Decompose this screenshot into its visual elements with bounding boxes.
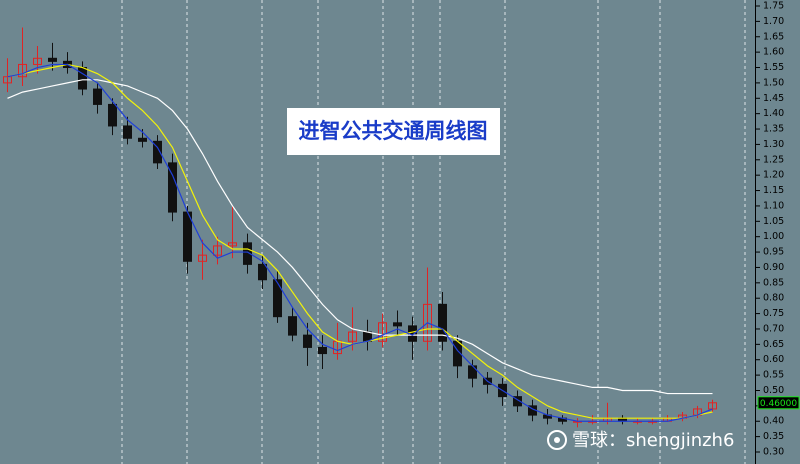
candle-body (213, 245, 222, 256)
y-tick-label: 1.70 (763, 16, 784, 27)
candle-body (48, 57, 57, 62)
candle-body (108, 103, 117, 127)
candle-body (78, 67, 87, 90)
y-tick-label: 0.70 (763, 323, 784, 334)
y-tick-label: 0.30 (763, 447, 784, 458)
moving-average (7, 63, 713, 422)
y-tick-label: 0.80 (763, 293, 784, 304)
candle-body (348, 331, 357, 342)
y-tick-label: 1.60 (763, 47, 784, 58)
plot-area (3, 27, 717, 428)
y-tick-label: 1.50 (763, 77, 784, 88)
last-price-label: 0.46000 (760, 399, 797, 409)
title-box (287, 108, 500, 155)
candle-body (243, 242, 252, 265)
y-tick-label: 1.05 (763, 216, 784, 227)
candle-body (708, 402, 717, 410)
y-tick-label: 1.45 (763, 93, 784, 104)
candle-body (33, 57, 42, 65)
candle-body (183, 211, 192, 262)
candle-body (318, 346, 327, 355)
candle-body (393, 322, 402, 327)
last-price-box (757, 396, 800, 410)
candle-body (153, 140, 162, 164)
y-tick-label: 1.65 (763, 31, 784, 42)
candle-body (273, 279, 282, 318)
y-tick-label: 1.20 (763, 170, 784, 181)
y-tick-label: 0.60 (763, 354, 784, 365)
y-tick-label: 0.90 (763, 262, 784, 273)
candle-body (513, 396, 522, 407)
candle-body (198, 254, 207, 262)
moving-average (7, 79, 713, 395)
y-tick-label: 0.65 (763, 339, 784, 350)
y-tick-label: 0.95 (763, 247, 784, 258)
y-tick-label: 1.00 (763, 231, 784, 242)
candle-body (288, 316, 297, 336)
y-tick-label: 1.25 (763, 154, 784, 165)
y-tick-label: 0.75 (763, 308, 784, 319)
candle-body (438, 303, 447, 342)
candle-body (258, 263, 267, 281)
candle-body (378, 322, 387, 342)
y-tick-label: 1.15 (763, 185, 784, 196)
candle-body (18, 63, 27, 78)
y-tick-label: 0.85 (763, 277, 784, 288)
chart-title: 进智公共交通周线图 (299, 119, 488, 143)
candle-body (123, 125, 132, 139)
y-tick-label: 0.55 (763, 370, 784, 381)
y-tick-label: 0.35 (763, 431, 784, 442)
candle-body (168, 162, 177, 213)
y-tick-label: 1.40 (763, 108, 784, 119)
candle-body (468, 365, 477, 379)
candle-body (423, 303, 432, 342)
y-tick-label: 0.40 (763, 416, 784, 427)
candle-body (93, 88, 102, 105)
y-tick-label: 1.35 (763, 124, 784, 135)
y-tick-label: 1.75 (763, 0, 784, 11)
y-tick-label: 1.55 (763, 62, 784, 73)
y-tick-label: 1.30 (763, 139, 784, 150)
watermark: 雪球：shengjinzh6 (572, 430, 734, 451)
y-tick-label: 1.10 (763, 200, 784, 211)
candle-body (303, 334, 312, 348)
y-tick-label: 0.50 (763, 385, 784, 396)
watermark-icon (547, 430, 567, 450)
candle-body (138, 137, 147, 142)
candle-body (228, 242, 237, 247)
